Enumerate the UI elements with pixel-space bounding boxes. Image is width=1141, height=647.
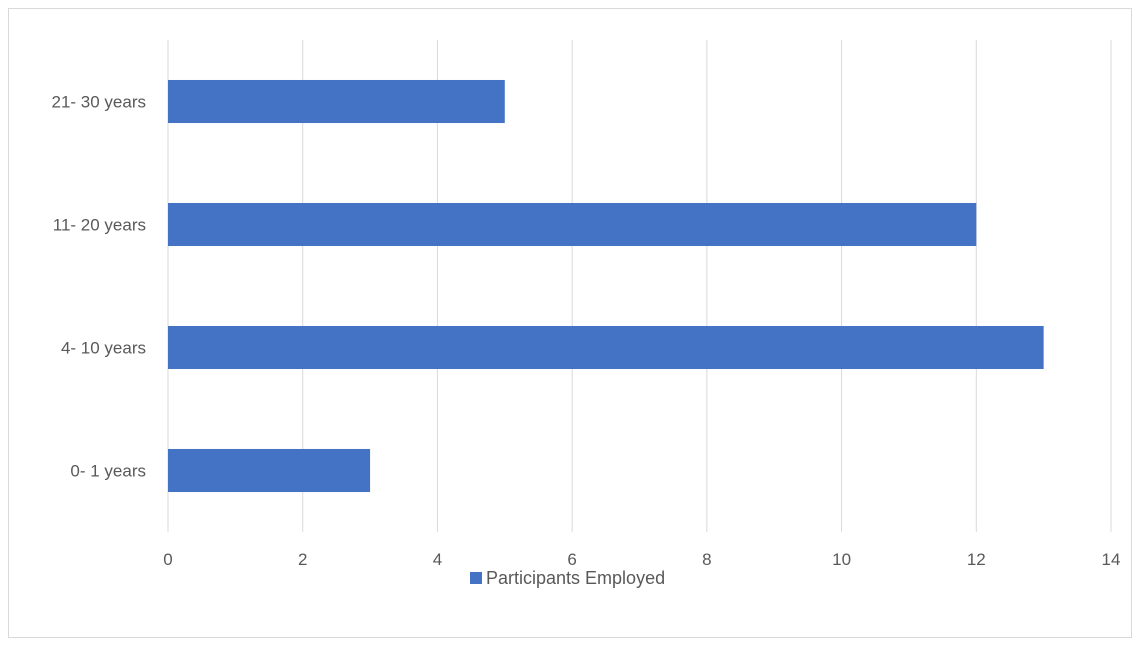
x-tick-label: 0 <box>163 550 172 569</box>
y-axis-labels: 0- 1 years 4- 10 years 11- 20 years 21- 30 … <box>52 93 147 481</box>
legend-swatch <box>470 572 482 584</box>
x-tick-label: 2 <box>298 550 307 569</box>
bar-2 <box>168 202 977 247</box>
bar-0 <box>168 448 371 493</box>
legend-label: Participants Employed <box>486 568 665 588</box>
bar-1 <box>168 325 1044 370</box>
x-tick-label: 6 <box>567 550 576 569</box>
y-category-label: 11- 20 years <box>53 216 146 235</box>
bars <box>168 79 1044 493</box>
y-category-label: 0- 1 years <box>70 462 146 481</box>
y-category-label: 21- 30 years <box>52 93 147 112</box>
x-axis-labels: 0 2 4 6 8 10 12 14 <box>163 550 1120 569</box>
bar-3 <box>168 79 505 124</box>
x-tick-label: 14 <box>1102 550 1121 569</box>
y-category-label: 4- 10 years <box>61 339 146 358</box>
legend: Participants Employed <box>470 568 665 588</box>
x-tick-label: 8 <box>702 550 711 569</box>
x-tick-label: 12 <box>967 550 986 569</box>
x-tick-label: 10 <box>832 550 851 569</box>
x-tick-label: 4 <box>433 550 442 569</box>
